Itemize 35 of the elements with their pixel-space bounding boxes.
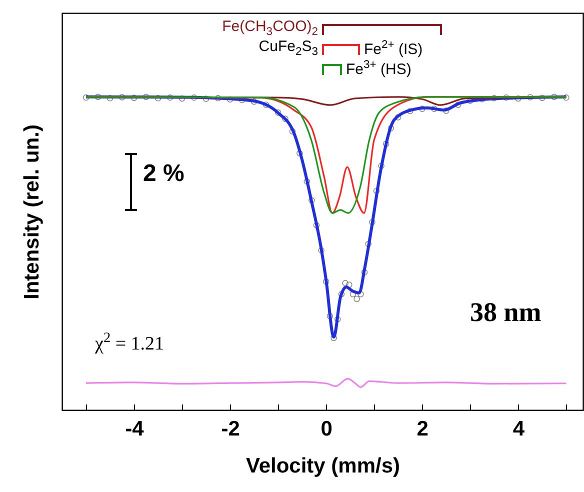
point <box>563 94 570 101</box>
point <box>334 316 341 322</box>
annotation: 2 % <box>143 160 184 188</box>
x-tick-label: -4 <box>125 418 144 440</box>
point <box>262 102 270 108</box>
point <box>166 94 174 101</box>
point <box>282 116 288 122</box>
legend-label: Fe$^{2+}$ (IS) <box>364 38 423 58</box>
text: Fe(CH$_{3}$COO)$_{2}$ <box>221 18 318 38</box>
point <box>313 222 320 228</box>
legend-label: Fe$^{3+}$ (HS) <box>346 58 412 78</box>
y-axis-title: Intensity (rel. un.) <box>20 124 44 300</box>
x-tick-label: 2 <box>416 418 428 440</box>
point <box>369 219 376 226</box>
point <box>365 240 372 248</box>
point <box>394 114 402 120</box>
point <box>539 94 546 101</box>
point <box>130 94 138 101</box>
point <box>82 94 90 101</box>
point <box>308 197 315 204</box>
point <box>304 178 310 185</box>
x-axis-title: Velocity (mm/s) <box>246 454 400 478</box>
point <box>443 108 450 114</box>
point <box>338 291 345 298</box>
point <box>326 312 334 320</box>
x-tick-label: 4 <box>512 418 525 440</box>
x-tick-label: -2 <box>221 418 240 440</box>
text: CuFe$_{2}$S$_{3}$ <box>258 38 318 58</box>
x-tick-label: 0 <box>320 418 332 440</box>
point <box>354 296 360 302</box>
point <box>382 140 390 148</box>
annotation: 38 nm <box>470 297 542 328</box>
annotation: χ$^{2}$ = 1.21 <box>95 330 164 356</box>
point <box>289 128 296 134</box>
point <box>342 280 348 286</box>
